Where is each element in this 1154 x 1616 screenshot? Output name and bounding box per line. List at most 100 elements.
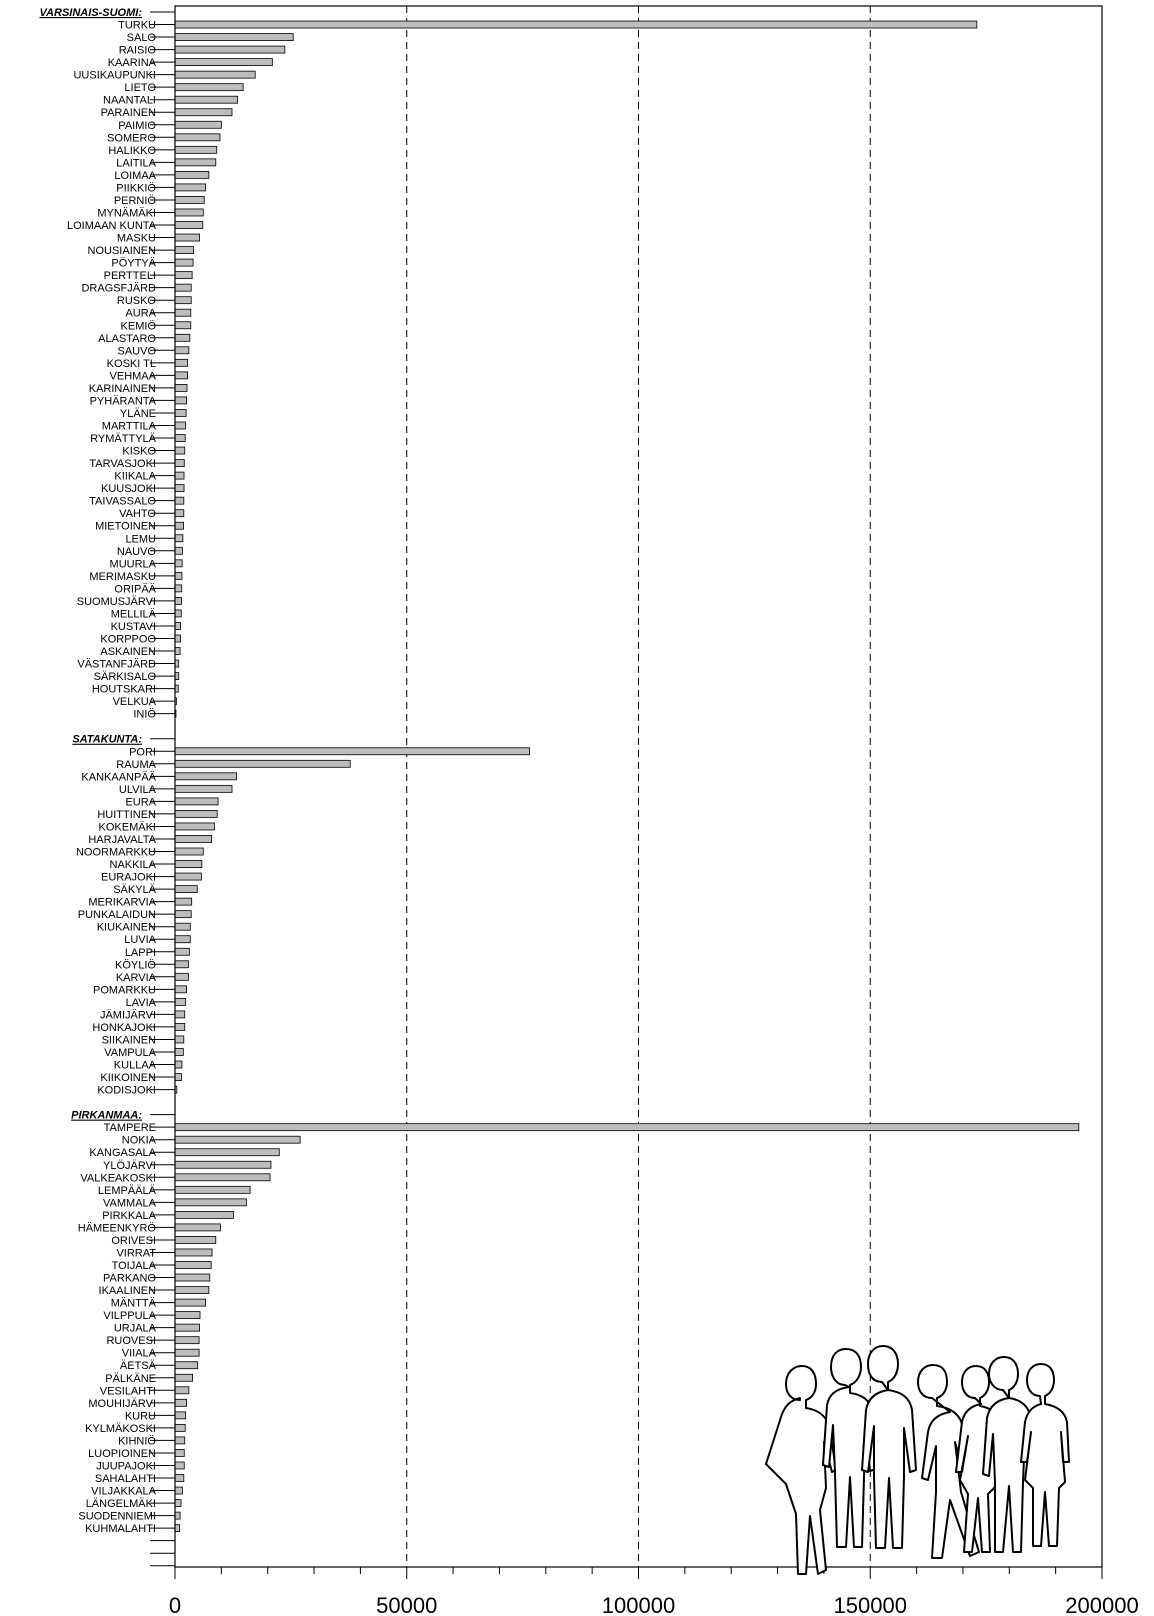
x-tick-label: 200000 [1065, 1593, 1138, 1616]
category-label: LOIMAA [114, 170, 156, 182]
bar [174, 985, 187, 994]
category-label: RAUMA [116, 759, 156, 771]
bar [174, 459, 185, 467]
category-label: NOKIA [122, 1135, 157, 1147]
category-label: VILPPULA [103, 1310, 156, 1322]
category-label: SOMERO [107, 132, 156, 144]
bar [174, 1060, 183, 1069]
category-label: PÄLKÄNE [105, 1373, 156, 1385]
bar [174, 872, 202, 881]
category-label: LUVIA [124, 934, 156, 946]
category-label: PÖYTYÄ [111, 258, 156, 270]
bar [174, 1311, 201, 1320]
bar [174, 1210, 234, 1219]
bar [174, 1398, 187, 1407]
bar [174, 33, 294, 41]
gridlines [406, 6, 871, 1567]
bar [174, 772, 238, 781]
category-label: HALIKKO [108, 145, 156, 157]
bar [174, 296, 192, 305]
bar [174, 960, 189, 969]
bar [174, 346, 190, 355]
category-label: ÄETSÄ [120, 1360, 157, 1372]
bar [174, 233, 200, 242]
category-label: NOORMARKKU [76, 847, 156, 859]
category-label: LÄNGELMÄKI [86, 1498, 156, 1510]
bar [174, 797, 219, 806]
bar [174, 396, 187, 405]
bar [174, 622, 181, 630]
category-label: VAMPULA [104, 1047, 156, 1059]
category-label: YLÄNE [120, 408, 156, 420]
bar [174, 1261, 212, 1269]
bar [174, 1123, 1080, 1132]
bar [174, 58, 273, 67]
category-label: VELKUA [113, 696, 157, 708]
category-label: VEHMAA [110, 370, 157, 382]
category-label: KODISJOKI [97, 1085, 156, 1097]
category-label: VALKEAKOSKI [80, 1172, 156, 1184]
category-label: LAITILA [116, 157, 156, 169]
bar [174, 421, 187, 430]
category-labels: VARSINAIS-SUOMI:TURKUSALORAISIOKAARINAUU… [40, 7, 157, 1535]
category-label: VILJAKKALA [91, 1486, 156, 1498]
category-label: VIIALA [122, 1348, 157, 1360]
bar [174, 484, 185, 493]
bar [174, 1173, 271, 1182]
bar [174, 120, 222, 129]
bar [174, 634, 181, 643]
bar [174, 95, 238, 104]
bar [174, 83, 244, 92]
bar [174, 434, 186, 442]
category-label: AURA [125, 308, 156, 320]
category-label: LEMPÄÄLÄ [98, 1185, 157, 1197]
category-label: PIRKKALA [102, 1210, 156, 1222]
category-label: PERTTELI [104, 270, 156, 282]
bar [174, 471, 185, 480]
bar [174, 333, 191, 342]
category-label: JUUPAJOKI [96, 1460, 156, 1472]
category-label: HONKAJOKI [92, 1022, 156, 1034]
bar [174, 847, 204, 856]
bar [174, 1010, 186, 1019]
category-label: LUOPIOINEN [88, 1448, 156, 1460]
category-label: IKAALINEN [99, 1285, 157, 1297]
bar [174, 997, 187, 1006]
bar [174, 183, 206, 192]
category-label: HÄMEENKYRÖ [78, 1222, 157, 1234]
category-label: KIHNIÖ [118, 1435, 156, 1447]
bar [174, 922, 191, 931]
category-label: LOIMAAN KUNTA [67, 220, 157, 232]
category-label: URJALA [114, 1323, 157, 1335]
category-label: ASKAINEN [100, 646, 156, 658]
group-label: SATAKUNTA: [72, 734, 142, 746]
bar [174, 584, 183, 593]
bar [174, 371, 188, 380]
bar [174, 1348, 200, 1357]
category-label: KEMIÖ [121, 320, 157, 332]
category-label: KORPPOO [100, 634, 156, 646]
category-label: PYHÄRANTA [90, 395, 157, 407]
category-label: TURKU [118, 20, 156, 32]
bar [174, 1474, 185, 1482]
bar [174, 559, 183, 568]
bar [174, 1035, 185, 1044]
group-label: PIRKANMAA: [71, 1110, 142, 1122]
bar [174, 935, 191, 944]
category-label: KISKO [122, 446, 156, 458]
bar [174, 1286, 210, 1294]
category-label: KURU [125, 1410, 156, 1422]
category-label: KUSTAVI [111, 621, 156, 633]
category-label: VIRRAT [116, 1247, 156, 1259]
category-label: POMARKKU [93, 984, 156, 996]
bar [174, 1135, 301, 1144]
bar [174, 208, 204, 217]
category-label: PARKANO [103, 1273, 156, 1285]
category-label: RAISIO [119, 45, 157, 57]
people-silhouette-icon [765, 1345, 1070, 1575]
category-label: LAPPI [125, 947, 156, 959]
bar [174, 822, 215, 831]
bar [174, 108, 233, 117]
bar [174, 647, 181, 655]
category-label: KARVIA [116, 972, 157, 984]
